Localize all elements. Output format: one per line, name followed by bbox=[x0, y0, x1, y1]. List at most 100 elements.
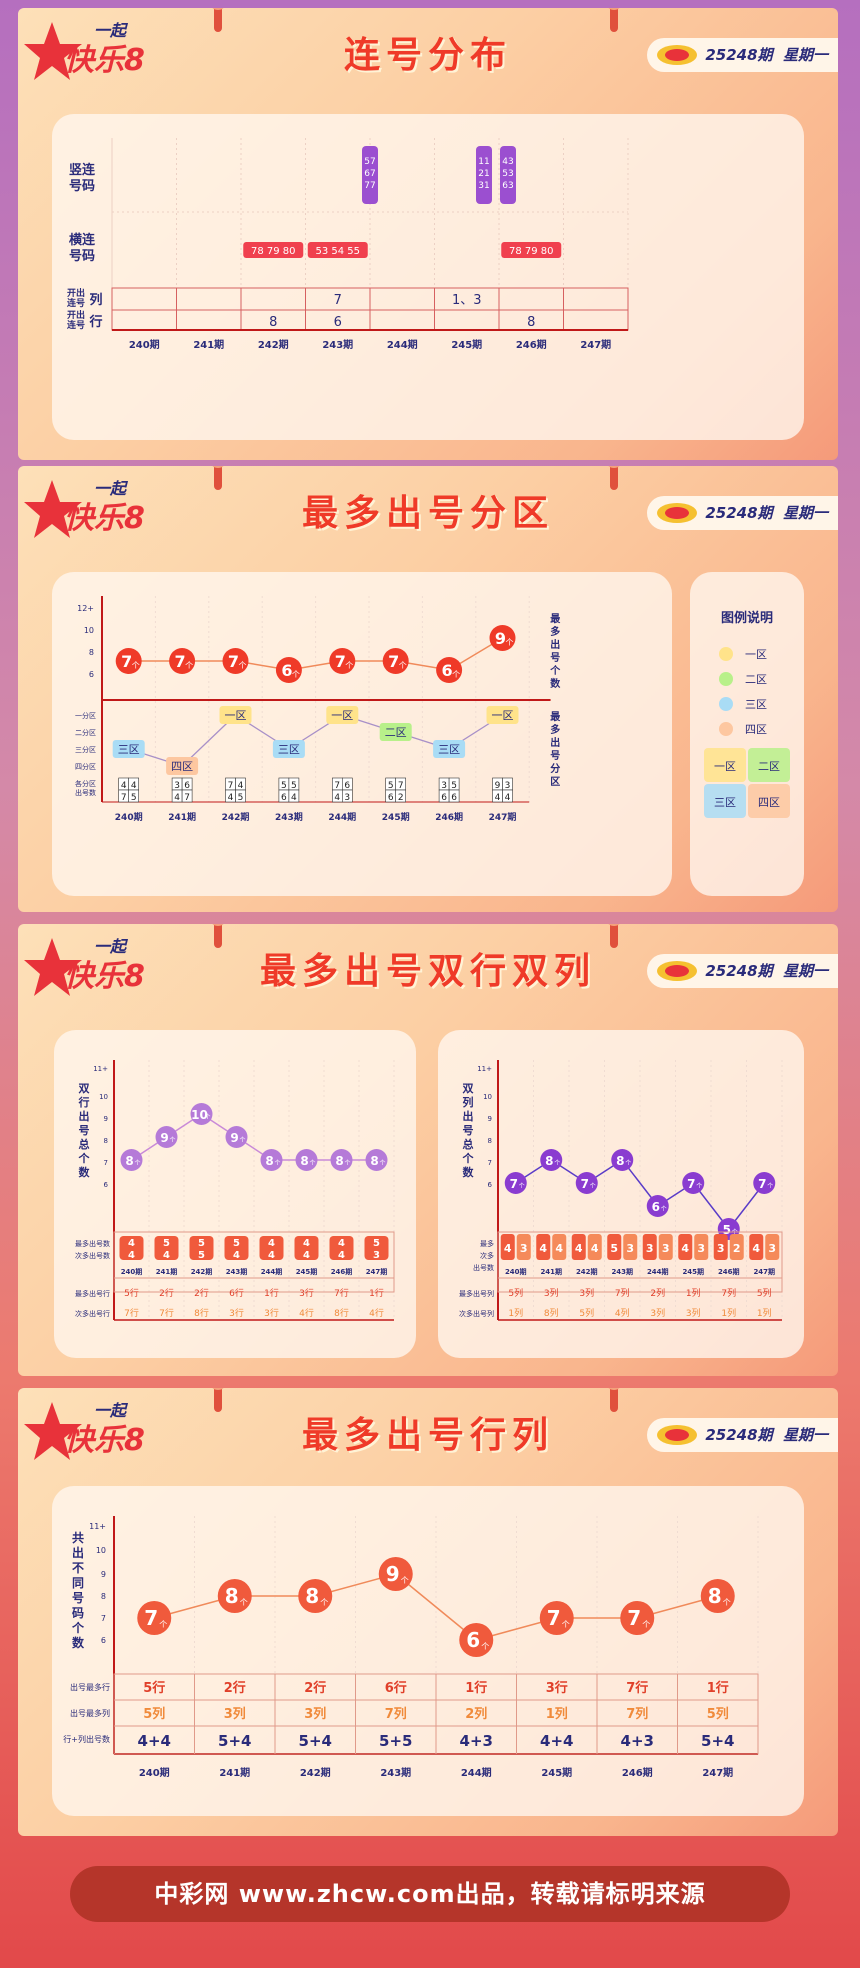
bottom-top: 5列 bbox=[757, 1287, 772, 1299]
chart-panel: 11+ 10 9 8 7 6 共出不同号码个数 7 个 8 个 8 个 9 个 6 个 7 个 7 个 8 个出号最多行 出号… bbox=[52, 1486, 804, 1816]
count-marker bbox=[169, 648, 196, 674]
zone-cell-value: 4 bbox=[131, 781, 137, 791]
count-marker bbox=[489, 625, 516, 651]
zone-cell-value: 4 bbox=[291, 793, 297, 803]
row-label: 最多出号数 bbox=[75, 1239, 110, 1248]
vertical-badge-number: 67 bbox=[364, 169, 375, 179]
y-axis-label: 号 bbox=[79, 1124, 90, 1137]
period-label: 241期 bbox=[156, 1267, 178, 1276]
bottom-label: 次多出号行 bbox=[75, 1309, 110, 1318]
count-unit: 个 bbox=[562, 1620, 570, 1629]
series-marker bbox=[504, 1172, 527, 1194]
vertical-label: 号码 bbox=[69, 179, 95, 194]
row-label: 次多出号数 bbox=[75, 1251, 110, 1260]
legend-label: 二区 bbox=[745, 673, 767, 686]
series-marker bbox=[295, 1149, 318, 1171]
series-marker bbox=[190, 1103, 213, 1125]
y-tick: 8 bbox=[104, 1137, 108, 1145]
vertical-label: 竖连 bbox=[69, 162, 96, 178]
period-label: 241期 bbox=[168, 811, 196, 823]
pin-icon bbox=[607, 8, 621, 32]
vertical-badge-number: 43 bbox=[502, 157, 513, 167]
period-label: 246期 bbox=[331, 1267, 353, 1276]
count-marker bbox=[275, 657, 302, 683]
row-count-label: 连号 bbox=[67, 319, 85, 331]
series-marker bbox=[682, 1172, 705, 1194]
cell-bg bbox=[571, 1234, 586, 1260]
period-label: 243期 bbox=[322, 338, 353, 351]
right-label: 数 bbox=[550, 677, 561, 690]
max-row-value: 6行 bbox=[385, 1680, 407, 1696]
bottom-top: 6行 bbox=[229, 1287, 244, 1299]
col-count-value: 7 bbox=[334, 293, 342, 308]
bottom-top: 7列 bbox=[721, 1287, 736, 1299]
right-label: 号 bbox=[550, 750, 560, 762]
period-label: 245期 bbox=[541, 1766, 572, 1779]
y-axis-label: 号 bbox=[463, 1124, 474, 1137]
issue-badge: 25248期 星期一 bbox=[647, 38, 838, 72]
bottom-top: 7行 bbox=[334, 1287, 349, 1299]
legend-label: 三区 bbox=[745, 698, 767, 711]
section-title: 最多出号行列 bbox=[301, 1415, 554, 1456]
section-rowcol: 一起 快乐8 最多出号行列 25248期 星期一 11+ 10 9 8 7 6 共出不同号码… bbox=[18, 1388, 838, 1836]
series-marker bbox=[540, 1149, 563, 1171]
max-col-value: 3列 bbox=[224, 1706, 246, 1722]
row-count-value: 8 bbox=[527, 315, 535, 330]
y-tick: 7 bbox=[101, 1614, 106, 1623]
zone-marker bbox=[486, 706, 519, 724]
period-label: 240期 bbox=[129, 338, 160, 351]
zone-cell-value: 2 bbox=[398, 793, 404, 803]
lottery-logo-icon bbox=[657, 503, 698, 523]
col-count-value: 1、3 bbox=[452, 293, 482, 308]
count-value: 7 bbox=[388, 652, 399, 671]
y-tick: 9 bbox=[488, 1115, 492, 1123]
period-label: 245期 bbox=[451, 338, 482, 351]
bottom-second: 3行 bbox=[264, 1307, 279, 1319]
zone-cell-value: 4 bbox=[238, 781, 244, 791]
bottom-top: 2列 bbox=[650, 1287, 665, 1299]
series-value: 9 bbox=[230, 1131, 238, 1145]
y-tick: 9 bbox=[104, 1115, 108, 1123]
bottom-top: 1行 bbox=[369, 1287, 384, 1299]
period-label: 241期 bbox=[219, 1766, 250, 1779]
max-row-value: 5行 bbox=[143, 1680, 165, 1696]
count-marker bbox=[217, 1579, 252, 1613]
row-label: 次多 bbox=[480, 1251, 494, 1260]
bottom-top: 7列 bbox=[615, 1287, 630, 1299]
count-marker bbox=[436, 657, 463, 683]
cell-top: 4 bbox=[303, 1238, 310, 1249]
count-marker bbox=[222, 648, 249, 674]
section-title: 最多出号双行双列 bbox=[259, 951, 596, 992]
svg-text:一起: 一起 bbox=[94, 479, 129, 498]
period-label: 244期 bbox=[261, 1267, 283, 1276]
cell-bg bbox=[536, 1234, 551, 1260]
pin-icon bbox=[211, 466, 225, 490]
count-unit: 个 bbox=[452, 670, 460, 679]
period-label: 245期 bbox=[296, 1267, 318, 1276]
cell-top: 4 bbox=[752, 1242, 760, 1255]
series-marker bbox=[225, 1126, 248, 1148]
bottom-second: 8行 bbox=[334, 1307, 349, 1319]
series-value: 5 bbox=[723, 1223, 731, 1237]
zone-cell-value: 5 bbox=[291, 781, 297, 791]
y-axis-label: 号 bbox=[72, 1590, 84, 1605]
bottom-second: 3列 bbox=[650, 1307, 665, 1319]
legend-box-label: 二区 bbox=[758, 760, 780, 773]
series-unit: 个 bbox=[625, 1160, 631, 1167]
max-col-value: 7列 bbox=[385, 1706, 407, 1722]
zone-cell-value: 7 bbox=[228, 781, 234, 791]
horizontal-badge-text: 78 79 80 bbox=[251, 246, 296, 257]
cell-bottom: 5 bbox=[198, 1250, 205, 1261]
bottom-top: 5行 bbox=[124, 1287, 139, 1299]
cell-top: 4 bbox=[338, 1238, 345, 1249]
lottery-logo-icon bbox=[657, 45, 698, 65]
issue-badge: 25248期 星期一 bbox=[647, 954, 838, 988]
sum-value: 5+4 bbox=[299, 1732, 332, 1750]
lottery-logo-icon bbox=[657, 961, 698, 981]
y-tick: 11+ bbox=[89, 1522, 106, 1531]
sum-value: 4+3 bbox=[460, 1732, 493, 1750]
zone-cell-value: 4 bbox=[334, 793, 340, 803]
pin-icon bbox=[211, 1388, 225, 1412]
period-label: 246期 bbox=[516, 338, 547, 351]
